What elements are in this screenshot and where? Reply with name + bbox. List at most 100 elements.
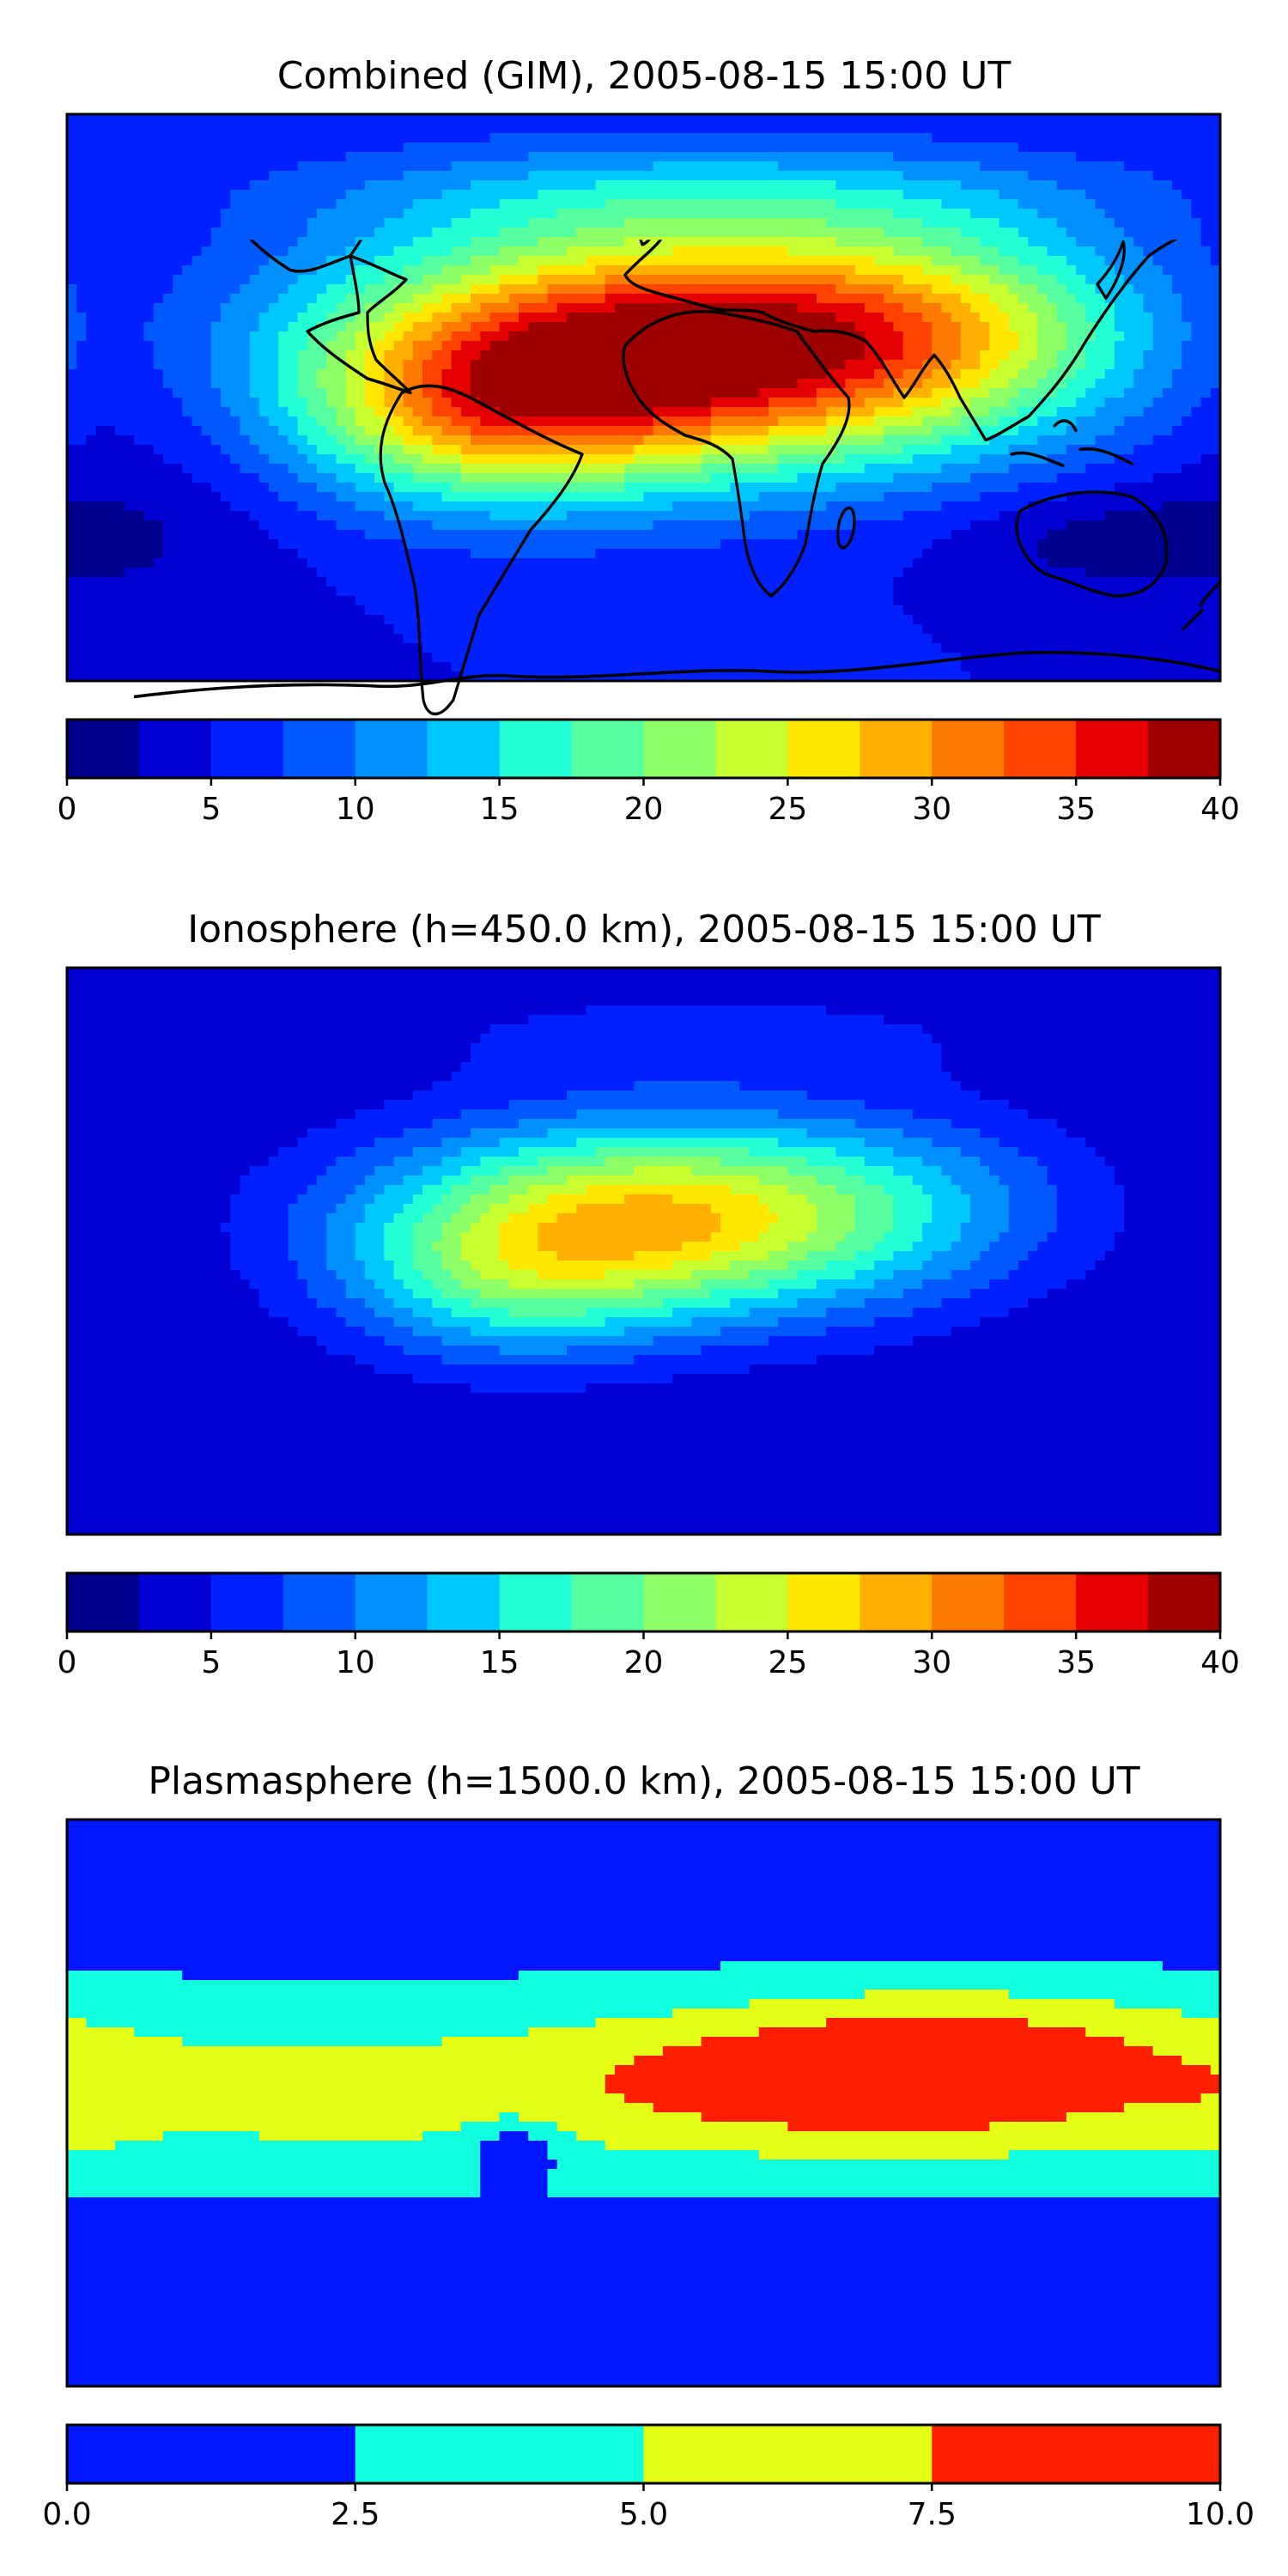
heatmap-cell	[105, 379, 116, 389]
heatmap-cell	[201, 313, 212, 323]
heatmap-cell	[1037, 209, 1048, 219]
heatmap-cell	[624, 237, 635, 247]
heatmap-cell	[422, 379, 433, 389]
heatmap-cell	[1172, 256, 1182, 266]
heatmap-cell	[912, 190, 923, 200]
heatmap-cell	[614, 407, 625, 417]
heatmap-cell	[134, 124, 145, 134]
heatmap-cell	[355, 152, 366, 162]
heatmap-cell	[1162, 492, 1173, 502]
heatmap-cell	[1028, 454, 1038, 465]
heatmap-cell	[480, 275, 491, 285]
heatmap-cell	[653, 341, 664, 351]
heatmap-cell	[403, 501, 414, 512]
heatmap-cell	[480, 114, 491, 125]
heatmap-cell	[874, 246, 884, 257]
heatmap-cell	[451, 171, 462, 181]
heatmap-cell	[67, 398, 77, 408]
heatmap-cell	[989, 303, 1000, 313]
heatmap-cell	[451, 492, 462, 502]
heatmap-cell	[422, 369, 433, 380]
heatmap-cell	[1056, 284, 1067, 295]
heatmap-cell	[1104, 322, 1115, 332]
heatmap-cell	[634, 171, 645, 181]
heatmap-cell	[249, 426, 260, 436]
heatmap-cell	[826, 275, 836, 285]
heatmap-cell	[384, 350, 395, 361]
heatmap-cell	[441, 303, 453, 313]
heatmap-cell	[662, 180, 673, 191]
heatmap-cell	[749, 313, 760, 323]
heatmap-cell	[538, 435, 549, 446]
heatmap-cell	[432, 435, 443, 446]
heatmap-cell	[778, 133, 788, 143]
heatmap-cell	[662, 190, 673, 200]
heatmap-cell	[326, 124, 337, 134]
heatmap-cell	[173, 341, 183, 351]
heatmap-cell	[451, 435, 462, 446]
heatmap-cell	[173, 180, 183, 191]
heatmap-cell	[989, 228, 1000, 238]
heatmap-cell	[922, 313, 933, 323]
heatmap-cell	[1037, 331, 1048, 342]
heatmap-cell	[162, 114, 173, 125]
heatmap-cell	[1008, 228, 1019, 238]
heatmap-cell	[1095, 237, 1106, 247]
heatmap-cell	[538, 237, 549, 247]
heatmap-cell	[240, 435, 251, 446]
heatmap-cell	[134, 398, 145, 408]
heatmap-cell	[240, 265, 251, 276]
heatmap-cell	[893, 435, 904, 446]
heatmap-cell	[566, 275, 577, 285]
heatmap-cell	[816, 133, 827, 143]
heatmap-cell	[269, 171, 279, 181]
heatmap-cell	[326, 180, 337, 191]
heatmap-cell	[1182, 398, 1193, 408]
heatmap-cell	[1085, 294, 1097, 304]
heatmap-cell	[547, 171, 558, 181]
heatmap-cell	[201, 133, 212, 143]
heatmap-cell	[499, 398, 510, 408]
heatmap-cell	[1172, 275, 1182, 285]
heatmap-cell	[1018, 454, 1029, 465]
heatmap-cell	[682, 435, 693, 446]
heatmap-cell	[720, 454, 731, 465]
heatmap-cell	[595, 331, 606, 342]
heatmap-cell	[1182, 152, 1193, 162]
heatmap-cell	[797, 114, 808, 125]
heatmap-cell	[999, 379, 1010, 389]
heatmap-cell	[221, 143, 231, 153]
heatmap-cell	[922, 143, 933, 153]
heatmap-cell	[864, 180, 875, 191]
heatmap-cell	[345, 473, 356, 483]
heatmap-cell	[951, 152, 962, 162]
heatmap-cell	[67, 313, 77, 323]
heatmap-cell	[874, 218, 884, 228]
heatmap-cell	[1056, 454, 1067, 465]
heatmap-cell	[960, 199, 971, 210]
heatmap-cell	[269, 369, 279, 380]
heatmap-cell	[556, 454, 568, 465]
heatmap-cell	[566, 237, 577, 247]
heatmap-cell	[787, 407, 799, 417]
heatmap-cell	[912, 360, 923, 370]
heatmap-cell	[403, 483, 414, 493]
heatmap-cell	[951, 379, 962, 389]
heatmap-cell	[153, 114, 164, 125]
heatmap-cell	[1056, 246, 1067, 257]
heatmap-cell	[1143, 388, 1154, 398]
heatmap-cell	[730, 143, 741, 153]
heatmap-cell	[1104, 464, 1115, 474]
heatmap-cell	[566, 388, 577, 398]
heatmap-cell	[67, 360, 77, 370]
heatmap-cell	[182, 180, 193, 191]
heatmap-cell	[595, 228, 606, 238]
heatmap-cell	[1210, 294, 1220, 304]
heatmap-cell	[384, 228, 395, 238]
heatmap-cell	[519, 445, 529, 455]
heatmap-cell	[701, 294, 712, 304]
heatmap-cell	[1172, 265, 1182, 276]
heatmap-cell	[701, 369, 712, 380]
heatmap-cell	[547, 190, 558, 200]
heatmap-cell	[1162, 369, 1173, 380]
